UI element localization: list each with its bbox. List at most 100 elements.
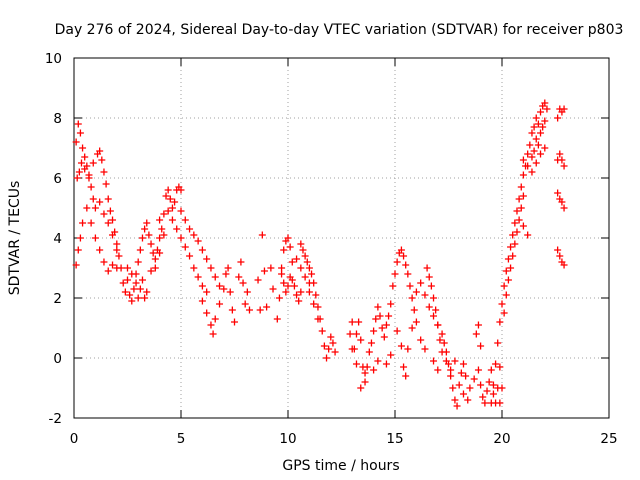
data-point	[391, 270, 399, 278]
data-point	[280, 246, 288, 254]
data-point	[451, 396, 459, 404]
data-point	[440, 339, 448, 347]
data-point	[91, 234, 99, 242]
data-point	[385, 312, 393, 320]
data-point	[209, 330, 217, 338]
data-point	[367, 339, 375, 347]
data-point	[449, 384, 457, 392]
data-point	[171, 198, 179, 206]
data-point	[124, 276, 131, 284]
data-point	[136, 285, 144, 293]
data-point	[412, 318, 420, 326]
x-tick-label: 15	[386, 431, 403, 447]
data-point	[75, 168, 83, 176]
data-point	[77, 159, 85, 167]
data-point	[113, 264, 121, 272]
data-point	[280, 279, 288, 287]
data-point	[504, 276, 512, 284]
data-point	[558, 198, 566, 206]
data-point	[160, 231, 168, 239]
data-point	[500, 282, 508, 290]
data-point	[128, 297, 136, 305]
data-point	[273, 315, 281, 323]
data-point	[177, 234, 185, 242]
data-point	[186, 225, 194, 233]
data-point	[308, 270, 316, 278]
data-point	[447, 366, 455, 374]
data-point	[305, 264, 313, 272]
data-point	[524, 150, 532, 158]
data-point	[301, 252, 309, 260]
data-point	[312, 291, 320, 299]
data-point	[119, 279, 127, 287]
data-point	[207, 321, 215, 329]
data-point	[427, 282, 435, 290]
data-point	[100, 258, 108, 266]
data-point	[526, 141, 534, 149]
data-point	[314, 303, 322, 311]
data-point	[286, 243, 294, 251]
data-point	[417, 336, 425, 344]
data-point	[216, 282, 224, 290]
data-point	[278, 270, 286, 278]
data-point	[102, 180, 110, 188]
data-point	[89, 195, 97, 203]
data-point	[104, 219, 112, 227]
data-point	[331, 348, 339, 356]
data-point	[323, 354, 331, 362]
data-point	[256, 306, 264, 314]
data-point	[432, 306, 440, 314]
data-point	[263, 303, 271, 311]
data-point	[494, 339, 502, 347]
data-point	[363, 363, 371, 371]
data-point	[507, 243, 515, 251]
data-point	[554, 114, 562, 122]
data-point	[194, 273, 202, 281]
data-point	[98, 156, 106, 164]
data-point	[370, 327, 378, 335]
data-point	[96, 147, 104, 155]
x-tick-label: 5	[177, 431, 186, 447]
data-point	[406, 282, 414, 290]
x-tick-label: 10	[279, 431, 296, 447]
data-point	[455, 381, 463, 389]
data-point	[329, 339, 337, 347]
data-point	[554, 246, 562, 254]
data-point	[128, 270, 136, 278]
data-point	[404, 270, 412, 278]
data-point	[560, 162, 568, 170]
data-point	[293, 255, 301, 263]
data-point	[100, 168, 108, 176]
data-point	[374, 357, 382, 365]
data-point	[81, 153, 89, 161]
data-point	[76, 129, 84, 137]
data-point	[466, 384, 474, 392]
data-point	[203, 309, 211, 317]
data-point	[378, 324, 386, 332]
data-point	[496, 318, 504, 326]
data-point	[541, 117, 549, 125]
data-point	[104, 195, 112, 203]
data-point	[477, 381, 485, 389]
data-point	[492, 360, 500, 368]
data-point	[459, 390, 467, 398]
data-point	[519, 192, 527, 200]
data-point	[423, 264, 431, 272]
data-point	[134, 294, 142, 302]
data-point	[537, 150, 545, 158]
y-tick-label: 4	[53, 231, 62, 247]
data-point	[511, 240, 519, 248]
data-point	[404, 345, 412, 353]
x-tick-label: 20	[493, 431, 510, 447]
data-point	[198, 297, 206, 305]
data-point	[425, 273, 433, 281]
data-point	[500, 309, 508, 317]
data-point	[532, 114, 540, 122]
data-point	[147, 267, 155, 275]
data-point	[138, 234, 146, 242]
data-point	[297, 240, 305, 248]
data-point	[254, 276, 262, 284]
data-point	[472, 330, 480, 338]
data-point	[96, 246, 104, 254]
